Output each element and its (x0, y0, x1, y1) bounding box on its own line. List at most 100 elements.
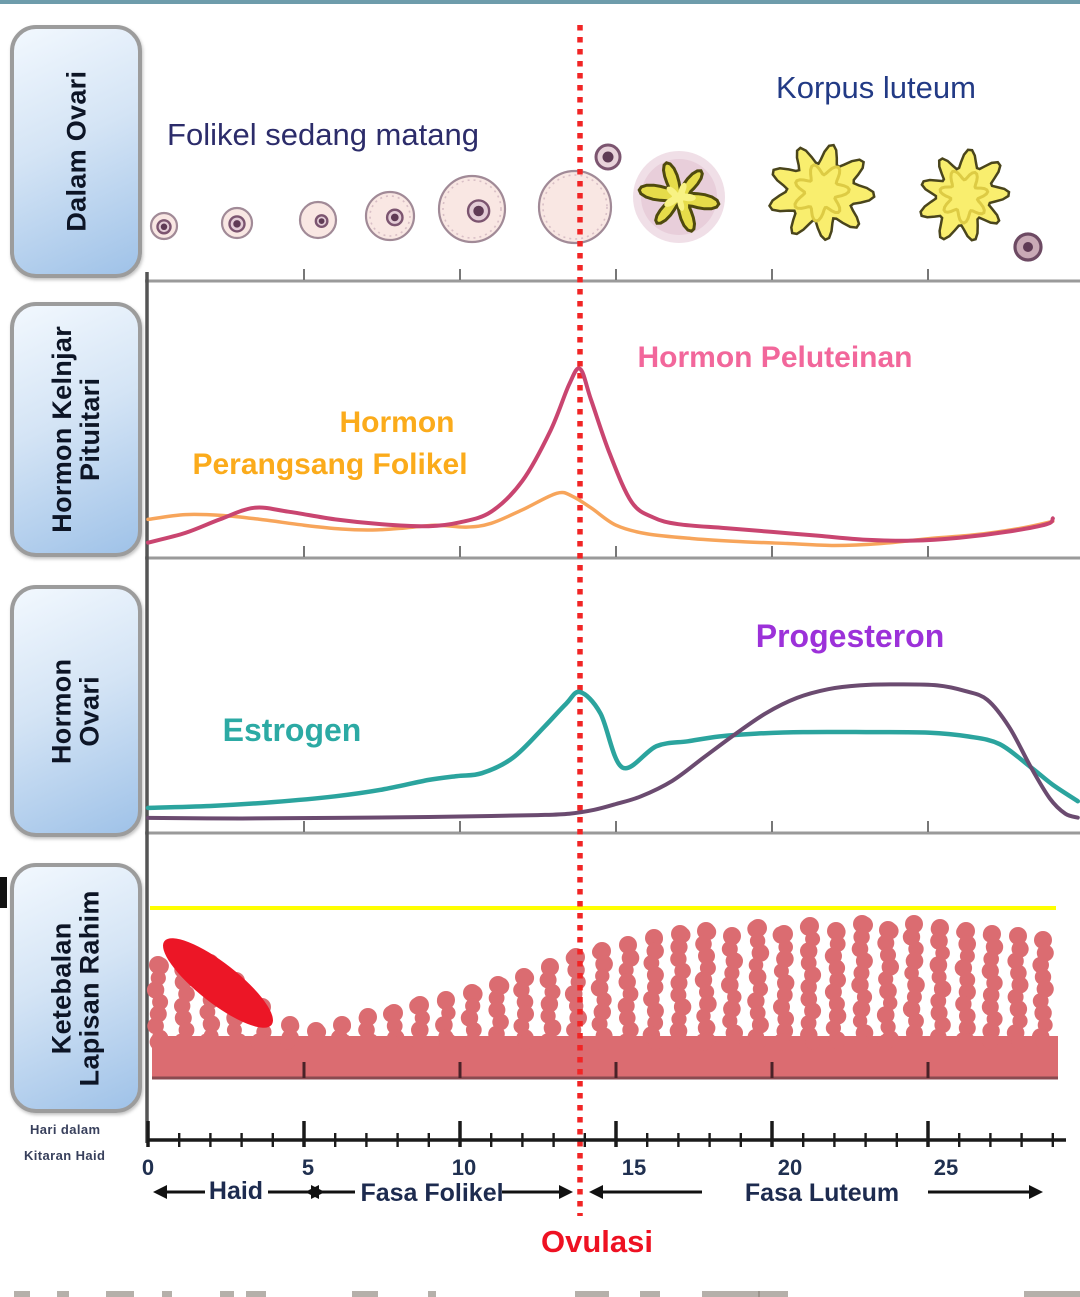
edge-mark (0, 877, 7, 908)
endometrium-column (723, 928, 741, 946)
progesterone-label: Progesteron (755, 618, 945, 654)
endometrium-column (983, 951, 999, 967)
endometrium-column (852, 1000, 871, 1018)
endometrium-column (777, 974, 795, 992)
endometrium-column (905, 952, 924, 970)
endometrium-column (694, 1033, 713, 1051)
endometrium-column (723, 1034, 740, 1050)
estrogen-curve (145, 689, 1080, 811)
panel-label-text-line1: Hormon (46, 658, 77, 764)
endometrium-column (646, 966, 664, 984)
endometrium-column (959, 1007, 976, 1025)
endometrium-column (1009, 1000, 1028, 1018)
follicle-nucleolus (473, 205, 484, 217)
corpus-luteum-mature (919, 148, 1011, 242)
endometrium-column (982, 1034, 998, 1050)
cutoff-text-remnant (162, 1291, 172, 1297)
corpus-luteum-early-core (664, 182, 696, 211)
endometrium-column (518, 1034, 533, 1050)
phase-folikel-label: Fasa Folikel (360, 1179, 504, 1207)
endometrium-column (149, 1033, 167, 1051)
fsh-curve (146, 490, 1055, 548)
endometrium-column (958, 1033, 976, 1051)
endometrium-column (776, 950, 794, 968)
endometrium-column (800, 1015, 817, 1031)
endometrium-column (411, 1021, 429, 1039)
endometrium-column (723, 1000, 741, 1018)
phase-luteum-label: Fasa Luteum (744, 1179, 900, 1207)
cutoff-text-remnant (220, 1291, 234, 1297)
panel-label-hormon-ovari: Hormon Ovari (10, 585, 142, 837)
endometrium-column (435, 1016, 453, 1034)
endometrium-column (617, 1033, 635, 1051)
endometrium-column (198, 1033, 217, 1051)
cutoff-text-remnant (758, 1291, 788, 1297)
ovulation-label: Ovulasi (541, 1224, 653, 1259)
follicle-texture (542, 174, 608, 240)
top-border-line (0, 0, 1080, 4)
endometrium-column (516, 993, 534, 1011)
day-tick-25: 25 (933, 1155, 959, 1180)
endometrium-column (828, 923, 846, 941)
endometrium-column (250, 1033, 269, 1051)
panel-label-text-line1: Ketebalan (46, 922, 77, 1054)
endometrium-column (773, 1033, 790, 1051)
endometrium-column (799, 918, 818, 936)
cutoff-text-remnant (57, 1291, 69, 1297)
endometrium-column (903, 1033, 920, 1051)
panel-label-text-line2: Lapisan Rahim (75, 890, 106, 1086)
phase-arrowhead (305, 1185, 319, 1199)
panel-label-text: Dalam Ovari (60, 71, 91, 232)
endometrium-column (436, 992, 455, 1010)
endometrium-column (747, 992, 765, 1010)
endometrium-column (828, 959, 846, 977)
endometrium-column (383, 1034, 400, 1050)
endometrium-column (777, 1010, 794, 1028)
menses-blob (163, 938, 273, 1028)
day-tick-5: 5 (301, 1155, 315, 1180)
phase-arrowhead (589, 1185, 603, 1199)
endometrium-column (671, 1011, 687, 1027)
follicle-nucleolus (160, 223, 168, 231)
endometrium-column (877, 934, 895, 952)
endometrium-column (335, 1033, 352, 1051)
endometrium-column (590, 979, 609, 997)
endometrium-column (800, 942, 818, 960)
panel-label-text-line2: Pituitari (75, 377, 106, 482)
follicle-nucleolus (318, 218, 325, 224)
panel-label-hormon-pituitari: Hormon Kelnjar Pituitari (10, 302, 142, 557)
endometrium-column (876, 1006, 895, 1024)
phase-arrowhead (559, 1185, 573, 1199)
endometrium-column (229, 1033, 248, 1051)
endometrium-column (1034, 1004, 1052, 1022)
corpus-luteum-detail (938, 169, 990, 225)
endometrium-column (697, 1019, 716, 1037)
corpus-luteum-label: Korpus luteum (776, 70, 976, 105)
endometrium-column (694, 971, 713, 989)
phase-haid-label: Haid (208, 1177, 264, 1205)
endometrium-column (830, 1034, 845, 1050)
panel-label-ketebalan-rahim: Ketebalan Lapisan Rahim (10, 863, 142, 1113)
endometrium-column (173, 1033, 191, 1051)
follicle (537, 169, 613, 245)
endometrium-column (358, 1009, 376, 1027)
fsh-label-line2: Perangsang Folikel (192, 448, 468, 481)
phase-arrowhead (1029, 1185, 1043, 1199)
day-tick-10: 10 (451, 1155, 477, 1180)
cutoff-text-remnant (702, 1291, 760, 1297)
day-tick-15: 15 (621, 1155, 647, 1180)
corpus-luteum-detail (793, 163, 851, 223)
endometrium-column (929, 956, 948, 974)
endometrium-column (410, 1034, 426, 1050)
endometrium-column (749, 1033, 766, 1051)
endometrium-column (539, 1033, 557, 1051)
endometrium-column (772, 926, 791, 944)
cutoff-text-remnant (1024, 1291, 1080, 1297)
endometrium-column (959, 972, 976, 988)
progesterone-curve (146, 682, 1080, 821)
endometrium-column (595, 955, 613, 973)
endometrium-column (930, 932, 948, 950)
follicle-texture (442, 179, 502, 239)
